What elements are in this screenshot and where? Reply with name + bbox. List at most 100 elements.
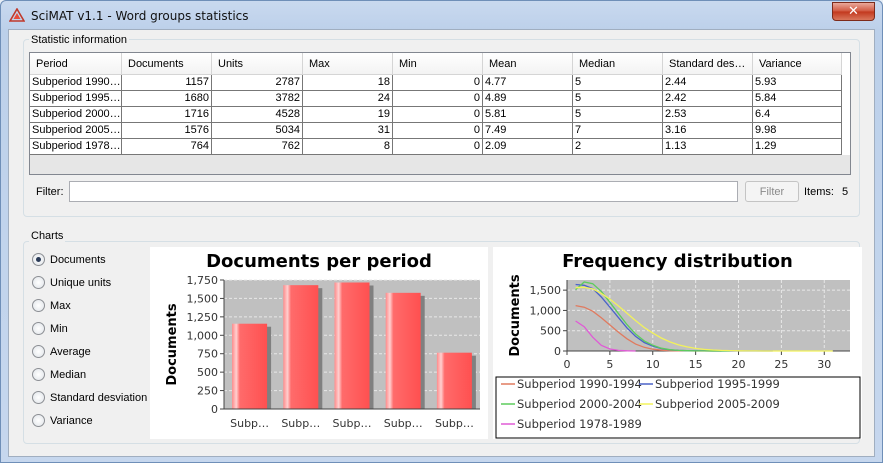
radio-button[interactable] (32, 253, 45, 266)
y-tick-label: 500 (540, 325, 561, 338)
column-header[interactable]: Max (303, 53, 393, 75)
x-tick-label: 5 (606, 358, 613, 371)
radio-label: Median (50, 368, 87, 381)
table-cell: 1716 (122, 107, 212, 123)
table-cell: 0 (393, 91, 483, 107)
table-cell: 3.16 (663, 123, 753, 139)
table-body: Subperiod 1990… 1157 2787 18 0 4.77 5 2.44 5.93 S… (30, 75, 850, 155)
statistic-information-group (23, 39, 860, 217)
window-title: SciMAT v1.1 - Word groups statistics (31, 9, 249, 23)
table-cell: 0 (393, 139, 483, 155)
table-cell: 19 (303, 107, 393, 123)
table-cell: 2 (573, 139, 663, 155)
chart-option-average[interactable]: Average (32, 345, 91, 358)
radio-button[interactable] (32, 276, 45, 289)
column-header[interactable]: Variance (753, 53, 842, 75)
table-cell: 2.09 (483, 139, 573, 155)
table-cell: 2.44 (663, 75, 753, 91)
y-tick-label: 1,500 (530, 284, 562, 297)
table-cell: 7.49 (483, 123, 573, 139)
y-tick-label: 0 (554, 345, 561, 358)
y-tick-label: 0 (211, 403, 218, 416)
table-cell: 764 (122, 139, 212, 155)
table-cell: 0 (393, 107, 483, 123)
plot-area (567, 280, 850, 351)
table-cell: 1576 (122, 123, 212, 139)
table-cell: 2.42 (663, 91, 753, 107)
table-row[interactable]: Subperiod 1978… 764 762 8 0 2.09 2 1.13 1.29 (30, 139, 850, 155)
table-cell: 0 (393, 123, 483, 139)
legend-entry: Subperiod 1978-1989 (517, 417, 642, 431)
radio-label: Unique units (50, 276, 112, 289)
table-header: Period Documents Units Max Min Mean Median Stan… (30, 53, 850, 75)
table-cell: 3782 (212, 91, 303, 107)
scimat-logo-icon (9, 8, 25, 22)
filter-label: Filter: (36, 186, 64, 198)
documents-per-period-chart: Documents per period 0 250 500 750 1,000 1,25… (150, 247, 488, 439)
x-tick-label: 15 (689, 358, 703, 371)
column-header[interactable]: Median (573, 53, 663, 75)
chart-option-unique-units[interactable]: Unique units (32, 276, 111, 289)
bar (385, 292, 421, 409)
chart-option-standard-desviation[interactable]: Standard desviation (32, 391, 147, 404)
chart-option-median[interactable]: Median (32, 368, 86, 381)
y-tick-label: 500 (197, 366, 218, 379)
statistics-table[interactable]: Period Documents Units Max Min Mean Median Stan… (29, 52, 851, 175)
table-row[interactable]: Subperiod 2005… 1576 5034 31 0 7.49 7 3.16 9.98 (30, 123, 850, 139)
filter-button[interactable]: Filter (745, 181, 799, 202)
table-cell: 7 (573, 123, 663, 139)
radio-button[interactable] (32, 414, 45, 427)
x-tick-label: 10 (646, 358, 660, 371)
radio-button[interactable] (32, 299, 45, 312)
x-tick-label: Subp… (333, 417, 372, 430)
table-cell: 2.53 (663, 107, 753, 123)
chart-option-variance[interactable]: Variance (32, 414, 93, 427)
table-cell: 24 (303, 91, 393, 107)
title-bar[interactable]: SciMAT v1.1 - Word groups statistics ✕ (1, 1, 882, 29)
radio-button[interactable] (32, 322, 45, 335)
items-count: 5 (842, 186, 849, 198)
table-cell: 5 (573, 91, 663, 107)
column-header[interactable]: Mean (483, 53, 573, 75)
table-cell: 762 (212, 139, 303, 155)
radio-button[interactable] (32, 368, 45, 381)
table-cell: 0 (393, 75, 483, 91)
radio-button[interactable] (32, 391, 45, 404)
x-tick-label: Subp… (230, 417, 269, 430)
radio-button[interactable] (32, 345, 45, 358)
table-cell: 5.84 (753, 91, 842, 107)
x-tick-label: 25 (774, 358, 788, 371)
y-axis-label: Documents (165, 303, 180, 386)
column-header[interactable]: Period (30, 53, 122, 75)
legend-entry: Subperiod 2005-2009 (655, 397, 780, 411)
chart-option-min[interactable]: Min (32, 322, 68, 335)
chart-option-documents[interactable]: Documents (32, 253, 106, 266)
table-cell: Subperiod 2005… (30, 123, 122, 139)
legend-entry: Subperiod 1995-1999 (655, 377, 780, 391)
table-row[interactable]: Subperiod 1990… 1157 2787 18 0 4.77 5 2.44 5.93 (30, 75, 850, 91)
column-header[interactable]: Standard des… (663, 53, 753, 75)
y-tick-label: 1,250 (187, 311, 219, 324)
bar (283, 285, 319, 409)
bar (436, 352, 472, 409)
table-row[interactable]: Subperiod 1995… 1680 3782 24 0 4.89 5 2.42 5.84 (30, 91, 850, 107)
column-header[interactable]: Min (393, 53, 483, 75)
table-cell: 5.81 (483, 107, 573, 123)
filter-button-label: Filter (759, 185, 785, 198)
filter-input[interactable] (69, 181, 738, 202)
table-cell: 4.89 (483, 91, 573, 107)
table-cell: 5 (573, 75, 663, 91)
table-cell: 5034 (212, 123, 303, 139)
table-cell: 2787 (212, 75, 303, 91)
frequency-distribution-chart: Frequency distribution 0 500 1,000 1,500 0 5 1… (493, 247, 862, 439)
y-tick-label: 1,000 (187, 329, 219, 342)
legend-box (495, 376, 861, 439)
column-header[interactable]: Documents (122, 53, 212, 75)
table-cell: Subperiod 1990… (30, 75, 122, 91)
table-row[interactable]: Subperiod 2000… 1716 4528 19 0 5.81 5 2.53 6.4 (30, 107, 850, 123)
x-tick-label: 30 (817, 358, 831, 371)
chart-option-max[interactable]: Max (32, 299, 71, 312)
column-header[interactable]: Units (212, 53, 303, 75)
radio-label: Average (50, 345, 91, 358)
close-button[interactable]: ✕ (832, 2, 875, 21)
